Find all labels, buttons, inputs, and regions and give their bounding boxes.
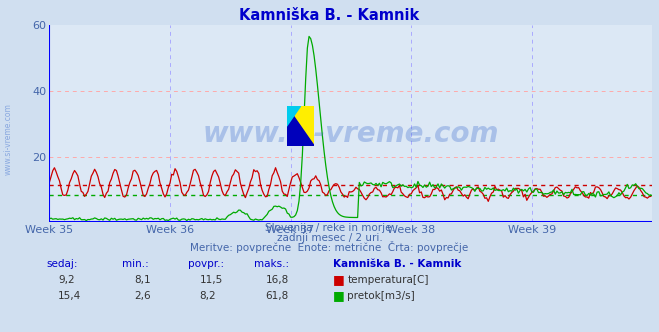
Text: pretok[m3/s]: pretok[m3/s] [347,291,415,301]
Text: Slovenija / reke in morje.: Slovenija / reke in morje. [264,223,395,233]
Text: www.si-vreme.com: www.si-vreme.com [203,120,499,147]
Text: Kamniška B. - Kamnik: Kamniška B. - Kamnik [239,8,420,23]
Text: www.si-vreme.com: www.si-vreme.com [3,104,13,175]
Polygon shape [287,106,314,146]
Text: 61,8: 61,8 [266,291,289,301]
Text: temperatura[C]: temperatura[C] [347,275,429,285]
Text: 8,1: 8,1 [134,275,150,285]
Text: 15,4: 15,4 [58,291,81,301]
Polygon shape [287,106,314,146]
Text: 2,6: 2,6 [134,291,150,301]
Text: 11,5: 11,5 [200,275,223,285]
Text: sedaj:: sedaj: [46,259,78,269]
Text: zadnji mesec / 2 uri.: zadnji mesec / 2 uri. [277,233,382,243]
Polygon shape [287,106,301,126]
Text: Kamniška B. - Kamnik: Kamniška B. - Kamnik [333,259,461,269]
Text: Meritve: povprečne  Enote: metrične  Črta: povprečje: Meritve: povprečne Enote: metrične Črta:… [190,241,469,253]
Text: maks.:: maks.: [254,259,289,269]
Text: 9,2: 9,2 [58,275,74,285]
Text: ■: ■ [333,289,345,302]
Text: 8,2: 8,2 [200,291,216,301]
Text: 16,8: 16,8 [266,275,289,285]
Text: ■: ■ [333,273,345,286]
Text: povpr.:: povpr.: [188,259,224,269]
Text: min.:: min.: [122,259,149,269]
